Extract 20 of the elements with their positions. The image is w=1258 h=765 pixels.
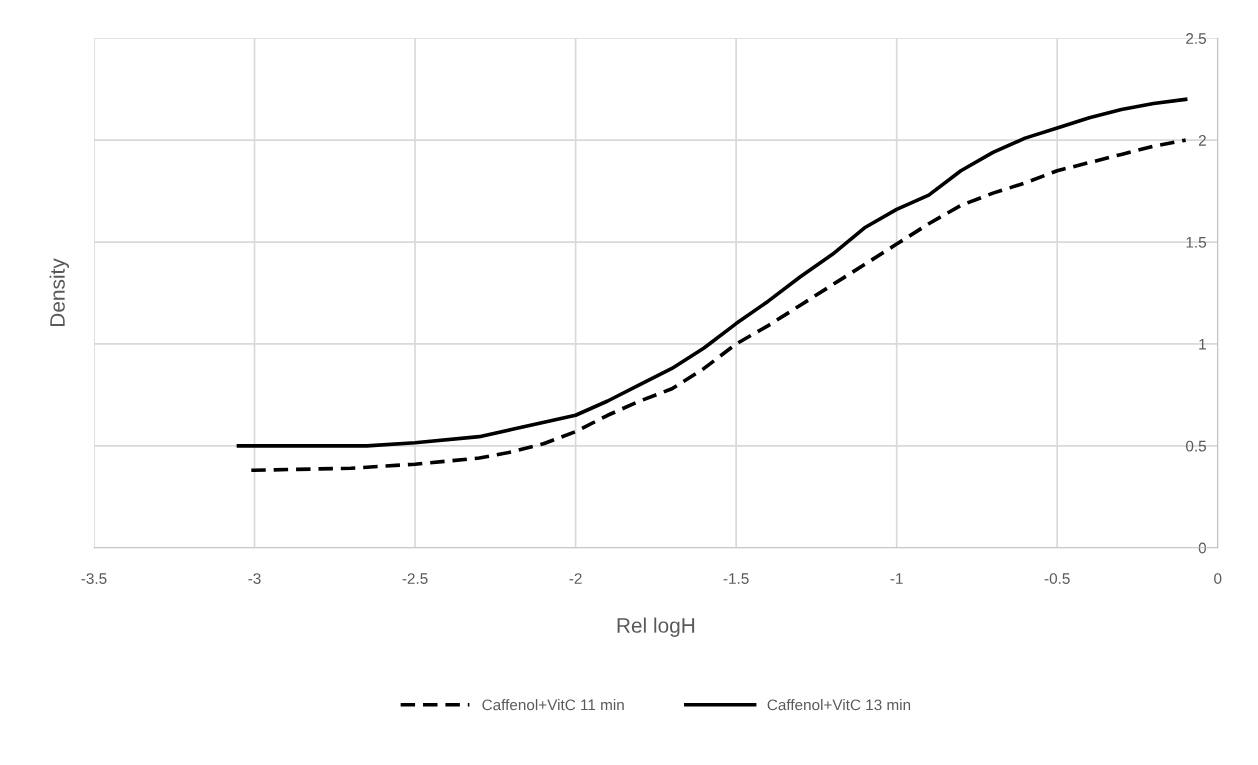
legend-label: Caffenol+VitC 11 min	[482, 699, 624, 711]
x-tick-label: -3.5	[81, 573, 107, 584]
x-tick-label: 0	[1214, 573, 1222, 584]
y-tick-label: 0.5	[1185, 440, 1206, 452]
x-tick-label: -0.5	[1044, 573, 1070, 584]
line-series	[249, 138, 1188, 473]
y-axis-title: Density	[49, 258, 69, 327]
x-axis-title: Rel logH	[617, 617, 695, 637]
y-tick-label: 1.5	[1186, 237, 1206, 248]
line-series	[236, 97, 1188, 448]
x-tick-label: -2.5	[402, 573, 428, 584]
x-tick-label: -2	[569, 573, 582, 584]
x-tick-label: -1	[890, 573, 903, 584]
y-tick-label: 2	[1198, 135, 1206, 146]
y-tick-label: 1	[1199, 338, 1206, 350]
legend-label: Caffenol+VitC 13 min	[767, 699, 911, 711]
x-tick-label: -3	[248, 573, 261, 584]
x-tick-label: -1.5	[723, 573, 749, 584]
y-tick-label: 2.5	[1186, 33, 1206, 44]
y-tick-label: 0	[1198, 542, 1207, 554]
